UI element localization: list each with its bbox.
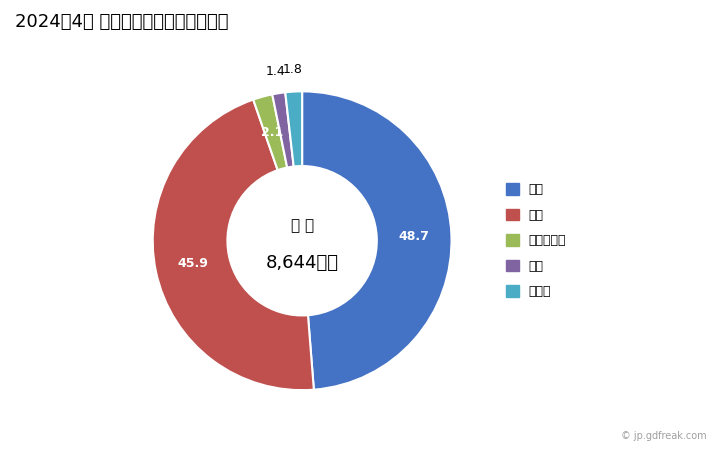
Wedge shape [153,99,314,390]
Wedge shape [285,91,302,166]
Wedge shape [253,94,287,170]
Text: 2.1: 2.1 [261,126,284,139]
Wedge shape [302,91,451,390]
Text: 8,644万円: 8,644万円 [266,254,339,272]
Text: 1.8: 1.8 [282,63,302,76]
Text: 1.4: 1.4 [265,64,285,77]
Text: 45.9: 45.9 [177,257,208,270]
Text: 48.7: 48.7 [399,230,430,243]
Text: 総 額: 総 額 [290,218,314,233]
Wedge shape [272,92,293,167]
Legend: 韓国, 中国, フィリピン, 台湾, その他: 韓国, 中国, フィリピン, 台湾, その他 [502,180,570,302]
Text: 2024年4月 輸出相手国のシェア（％）: 2024年4月 輸出相手国のシェア（％） [15,14,228,32]
Text: © jp.gdfreak.com: © jp.gdfreak.com [620,431,706,441]
